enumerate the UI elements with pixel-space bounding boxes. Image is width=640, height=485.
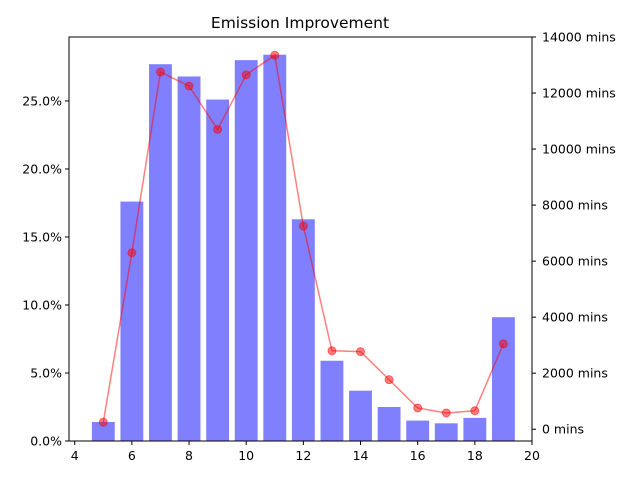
line-point	[155, 67, 165, 77]
line-point	[241, 70, 251, 80]
x-tick-label: 16	[410, 448, 426, 463]
bar	[149, 64, 172, 442]
x-tick-label: 12	[295, 448, 311, 463]
line-point	[470, 406, 480, 416]
bar	[406, 420, 430, 441]
line-point	[498, 339, 508, 349]
x-tick-label: 10	[238, 448, 254, 463]
x-tick-label: 14	[353, 448, 369, 463]
plot-frame	[68, 36, 533, 442]
y-left-tick-label: 20.0%	[22, 161, 62, 176]
y-right-tick-label: 4000 mins	[542, 310, 608, 325]
bar	[263, 54, 287, 441]
bar	[91, 421, 115, 441]
y-right-tick-label: 6000 mins	[542, 254, 608, 269]
y-left-tick-label: 10.0%	[22, 297, 62, 312]
line-point	[413, 403, 423, 413]
line-point	[298, 221, 308, 231]
line-point	[441, 408, 451, 418]
bar	[320, 360, 344, 441]
bar	[491, 317, 515, 441]
y-right-tick-label: 8000 mins	[542, 198, 608, 213]
bar	[434, 423, 458, 441]
x-tick-label: 6	[128, 448, 136, 463]
x-tick-label: 18	[467, 448, 483, 463]
y-right-tick-label: 12000 mins	[542, 86, 616, 101]
x-tick-label: 4	[71, 448, 79, 463]
y-left-tick-label: 0.0%	[30, 434, 62, 449]
bar	[291, 219, 315, 441]
y-left-tick-label: 15.0%	[22, 229, 62, 244]
y-right-tick-label: 10000 mins	[542, 142, 616, 157]
chart-title: Emission Improvement	[211, 14, 389, 32]
line-point	[270, 50, 280, 60]
line-point	[98, 417, 108, 427]
line-point	[127, 248, 137, 258]
line-point	[184, 81, 194, 91]
axes-layer: 4 6 8 10 12 14 16 18 20 0.0% 5.0% 10.0% 15.0% 20.0% 25…	[22, 30, 616, 464]
y-left-tick-label: 25.0%	[22, 93, 62, 108]
line-point	[384, 375, 394, 385]
bar	[206, 99, 230, 441]
x-tick-label: 8	[185, 448, 193, 463]
bars-layer	[91, 54, 515, 442]
bar	[377, 406, 401, 441]
line-layer	[98, 50, 508, 427]
line-point	[327, 346, 337, 356]
y-right-tick-label: 2000 mins	[542, 366, 608, 381]
bar	[120, 201, 144, 441]
bar	[349, 390, 372, 441]
y-right-tick-label: 0 mins	[542, 422, 584, 437]
y-left-tick-label: 5.0%	[30, 365, 62, 380]
bar	[177, 76, 201, 441]
y-right-tick-label: 14000 mins	[542, 30, 616, 45]
line-point	[356, 347, 366, 357]
line-point	[213, 124, 223, 134]
bar	[234, 60, 258, 442]
x-tick-label: 20	[524, 448, 540, 463]
bar	[463, 417, 487, 441]
